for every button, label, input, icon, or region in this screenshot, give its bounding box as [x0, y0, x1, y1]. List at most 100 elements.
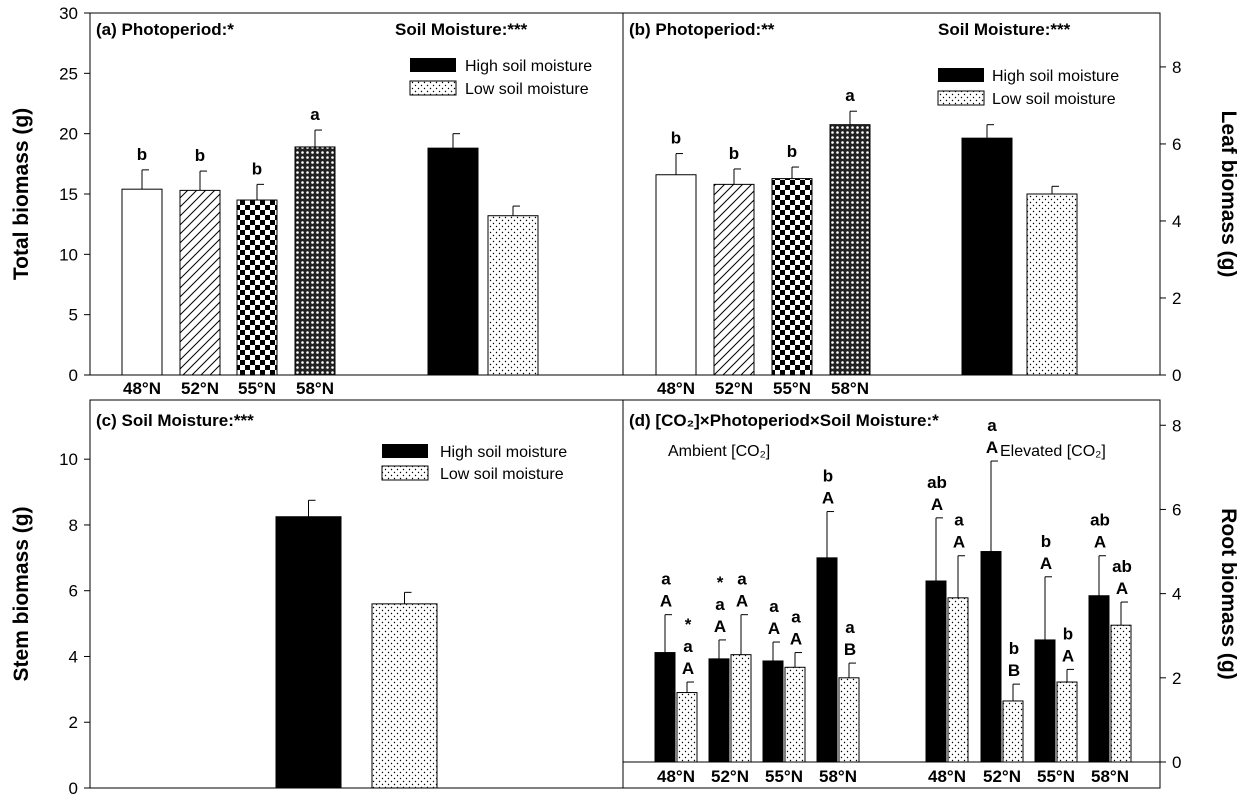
legend-swatch-high — [938, 68, 984, 82]
significance-letter: A — [953, 533, 965, 552]
high-moisture-bar — [980, 551, 1002, 763]
x-tick-label: 58°N — [819, 767, 857, 786]
x-tick-label: 55°N — [773, 379, 811, 398]
panel-c-y-axis: 0 2 4 6 8 10 — [59, 400, 91, 794]
x-tick-label: 52°N — [181, 379, 219, 398]
y-tick-label: 30 — [59, 4, 78, 23]
panel-a-title-moisture: Soil Moisture:*** — [395, 20, 528, 39]
significance-letter: b — [1041, 532, 1051, 551]
y-tick-label: 4 — [1172, 212, 1181, 231]
high-moisture-bar — [816, 557, 838, 763]
y-tick-label: 8 — [1172, 58, 1181, 77]
significance-letter: B — [1008, 661, 1020, 680]
y-tick-label: 15 — [59, 185, 78, 204]
low-moisture-bar — [1026, 193, 1078, 376]
panel-a-title: (a) Photoperiod:* — [96, 20, 234, 39]
y-tick-label: 4 — [1172, 585, 1181, 604]
significance-letter: a — [845, 86, 855, 105]
panel-c-bars — [275, 499, 438, 789]
photoperiod-bar — [294, 146, 336, 376]
y-tick-label: 2 — [1172, 289, 1181, 308]
photoperiod-bar — [121, 188, 163, 376]
significance-letter: A — [1094, 533, 1106, 552]
significance-letter: A — [768, 619, 780, 638]
panel-b-bars: b 48°N b 52°N b 55°N a 58°N — [655, 86, 1078, 398]
legend-swatch-low — [381, 465, 429, 481]
x-tick-label: 52°N — [711, 767, 749, 786]
significance-letter: b — [1063, 624, 1073, 643]
low-moisture-bar — [676, 692, 698, 763]
significance-letter: b — [252, 159, 262, 178]
legend-label-high: High soil moisture — [465, 58, 592, 75]
y-tick-label: 0 — [1172, 753, 1181, 772]
panel-a: (a) Photoperiod:* Soil Moisture:*** 0 5 10… — [10, 4, 624, 398]
y-tick-label: 8 — [69, 516, 78, 535]
y-tick-label: 4 — [69, 647, 78, 666]
panel-b-y-label: Leaf biomass (g) — [1217, 111, 1237, 278]
significance-letter: A — [931, 495, 943, 514]
significance-letter: A — [682, 659, 694, 678]
panel-d-y-label: Root biomass (g) — [1217, 508, 1237, 680]
x-tick-label: 58°N — [831, 379, 869, 398]
significance-letter: b — [787, 142, 797, 161]
panel-c-legend: High soil moisture Low soil moisture — [381, 444, 567, 483]
significance-letter: A — [660, 592, 672, 611]
legend-swatch-high — [410, 58, 456, 72]
high-moisture-bar — [275, 516, 342, 789]
low-moisture-bar — [730, 654, 752, 763]
high-moisture-bar — [1034, 639, 1056, 763]
high-moisture-bar — [961, 137, 1013, 376]
panel-c-y-label: Stem biomass (g) — [10, 506, 33, 681]
high-moisture-bar — [654, 652, 676, 763]
significance-letter: A — [736, 592, 748, 611]
significance-letter: a — [310, 105, 320, 124]
significance-letter: ab — [1090, 511, 1110, 530]
significance-letter: a — [987, 416, 997, 435]
low-moisture-bar — [1056, 681, 1078, 763]
x-tick-label: 52°N — [983, 767, 1021, 786]
x-tick-label: 48°N — [657, 379, 695, 398]
legend-label-low: Low soil moisture — [440, 466, 564, 483]
y-tick-label: 2 — [69, 713, 78, 732]
significance-letter: a — [737, 570, 747, 589]
y-tick-label: 0 — [69, 366, 78, 385]
x-tick-label: 48°N — [657, 767, 695, 786]
low-moisture-bar — [947, 597, 969, 763]
y-tick-label: 6 — [69, 582, 78, 601]
x-tick-label: 58°N — [296, 379, 334, 398]
panel-c: (c) Soil Moisture:*** 0 2 4 6 8 10 Stem bioma… — [10, 399, 624, 794]
significance-letter: b — [195, 146, 205, 165]
y-tick-label: 10 — [59, 450, 78, 469]
significance-letter: * — [685, 615, 692, 634]
legend-label-high: High soil moisture — [440, 444, 567, 461]
panel-d-bars: AaAa*48°NAa*Aa52°NAaAa55°NAbBa58°NAabAa4… — [623, 416, 1160, 786]
significance-letter: A — [1040, 554, 1052, 573]
significance-letter: ab — [927, 473, 947, 492]
low-moisture-bar — [1110, 624, 1132, 763]
panel-a-legend: High soil moisture Low soil moisture — [409, 58, 592, 98]
significance-letter: ab — [1112, 557, 1132, 576]
x-tick-label: 58°N — [1091, 767, 1129, 786]
panel-b: (b) Photoperiod:** Soil Moisture:*** 0 2 4… — [622, 12, 1237, 398]
y-tick-label: 6 — [1172, 500, 1181, 519]
significance-letter: a — [769, 597, 779, 616]
y-tick-label: 5 — [69, 306, 78, 325]
significance-letter: a — [791, 608, 801, 627]
panel-b-title: (b) Photoperiod:** — [629, 20, 775, 39]
significance-letter: a — [845, 618, 855, 637]
low-moisture-bar — [487, 215, 539, 376]
significance-letter: b — [671, 129, 681, 148]
significance-letter: A — [1062, 646, 1074, 665]
significance-letter: b — [729, 144, 739, 163]
photoperiod-bar — [771, 178, 813, 376]
panel-a-bars: b 48°N b 52°N b 55°N a 58°N — [121, 105, 539, 398]
x-tick-label: 48°N — [123, 379, 161, 398]
high-moisture-bar — [427, 147, 479, 376]
photoperiod-bar — [236, 199, 278, 376]
y-tick-label: 0 — [1172, 366, 1181, 385]
legend-label-high: High soil moisture — [992, 68, 1119, 85]
legend-swatch-low — [937, 90, 985, 106]
x-tick-label: 52°N — [715, 379, 753, 398]
significance-letter: A — [822, 489, 834, 508]
